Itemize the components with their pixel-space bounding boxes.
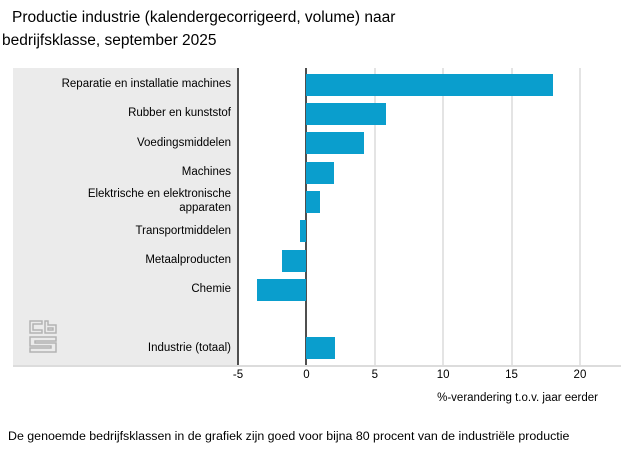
chart-title-line1: Productie industrie (kalendergecorrigeer… (12, 9, 396, 26)
x-tick-label: 15 (505, 369, 518, 381)
x-tick-label: -5 (232, 369, 244, 381)
gridline (237, 68, 239, 365)
gridline (373, 68, 376, 365)
plot-area (13, 68, 621, 365)
x-tick-label: 5 (371, 369, 378, 381)
category-panel (13, 68, 238, 365)
category-label: Machines (181, 165, 231, 178)
category-label: Industrie (totaal) (147, 341, 231, 354)
gridline (510, 68, 513, 365)
bar (306, 190, 321, 213)
zero-line (305, 68, 308, 365)
category-label: Chemie (191, 283, 231, 296)
bar (306, 337, 336, 360)
bar (299, 220, 307, 243)
x-tick-label: 0 (303, 369, 310, 381)
bar (306, 102, 386, 125)
x-tick-label: 10 (436, 369, 450, 381)
category-label: Reparatie en installatie machines (61, 77, 231, 90)
chart-title: Productie industrie (kalendergecorrigeer… (2, 7, 395, 52)
bar (306, 132, 364, 155)
bar-rows: Reparatie en installatie machines Rubber … (13, 68, 621, 365)
chart-title-line2: bedrijfsklasse, september 2025 (2, 31, 217, 49)
x-axis-ticks: -5 0 5 10 15 20 (0, 369, 627, 383)
bar (281, 249, 307, 272)
bar (306, 161, 334, 184)
x-axis-label: %-verandering t.o.v. jaar eerder (437, 392, 598, 404)
chart-figure: Reparatie en installatie machines Rubber … (13, 68, 621, 367)
category-label: Metaalproducten (145, 253, 231, 266)
gridline (442, 68, 445, 365)
gridline (578, 68, 581, 365)
category-label: Transportmiddelen (135, 224, 231, 237)
footer-note: De genoemde bedrijfsklassen in de grafie… (8, 429, 570, 443)
cbs-logo (29, 320, 57, 353)
bar (257, 278, 307, 301)
category-label: Rubber en kunststof (128, 107, 231, 120)
bar (306, 73, 553, 96)
x-tick-label: 20 (573, 369, 587, 381)
category-label: Voedingsmiddelen (137, 136, 231, 149)
category-label: Elektrische en elektronische apparaten (87, 188, 231, 214)
